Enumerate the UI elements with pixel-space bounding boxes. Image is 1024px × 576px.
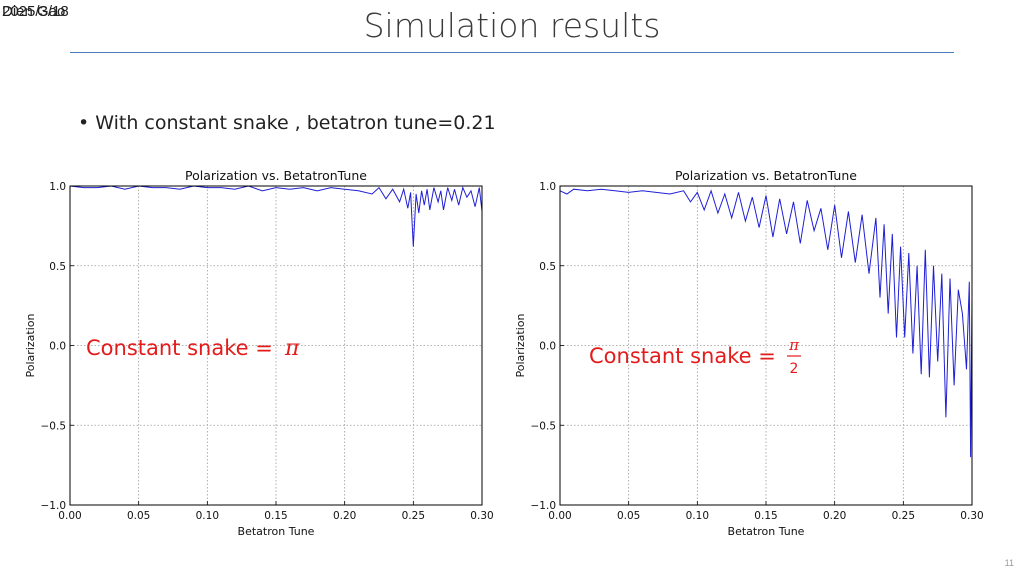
x-axis-label: Betatron Tune [238,525,315,538]
x-tick-label: 0.15 [264,510,287,522]
y-tick-label: −1.0 [531,500,557,512]
x-tick-label: 0.20 [823,510,846,522]
slide-title: Simulation results [363,6,661,45]
bullet-item: • With constant snake , betatron tune=0.2… [78,112,496,134]
x-tick-label: 0.30 [960,510,983,522]
header-date: 2025/3/18 [2,3,69,20]
annotation-denominator: 2 [790,361,799,377]
x-tick-label: 0.05 [127,510,150,522]
chart-left-svg: Polarization vs. BetatronTune 0.00 0.05 0.1… [24,168,494,538]
series-line [69,185,483,247]
x-axis-label: Betatron Tune [728,525,805,538]
y-axis-label: Polarization [514,314,527,378]
plot-frame [559,185,973,506]
annotation-text: Constant snake = [86,336,273,360]
x-tick-label: 0.05 [617,510,640,522]
plot-frame [69,185,483,506]
bullet-text: With constant snake , betatron tune=0.21 [95,112,496,134]
x-tick-label: 0.30 [470,510,493,522]
bullet-marker: • [78,112,90,134]
x-tick-label: 0.10 [196,510,219,522]
x-tick-label: 0.25 [402,510,425,522]
chart-title: Polarization vs. BetatronTune [675,168,857,183]
y-tick-label: 0.5 [49,261,66,273]
y-tick-label: 1.0 [49,181,66,193]
annotation-numerator: π [788,336,800,354]
y-tick-label: 0.0 [49,341,66,353]
x-tick-label: 0.20 [333,510,356,522]
page-number: 11 [1004,558,1014,568]
y-tick-label: 0.5 [539,261,556,273]
x-tick-label: 0.25 [892,510,915,522]
annotation-symbol: π [284,336,300,361]
y-tick-label: 1.0 [539,181,556,193]
chart-right-svg: Polarization vs. BetatronTune 0.00 0.05 0.1… [514,168,984,538]
x-tick-label: 0.00 [58,510,81,522]
series-line [559,188,973,458]
y-tick-label: −1.0 [41,500,67,512]
header-author: Dien Gao [2,3,66,20]
x-tick-label: 0.15 [754,510,777,522]
y-tick-label: 0.0 [539,341,556,353]
x-tick-label: 0.10 [686,510,709,522]
y-tick-label: −0.5 [531,420,557,432]
header-date-overlap: 2025/3/18 Dien Gao [2,3,92,23]
annotation-text: Constant snake = [589,344,776,368]
chart-title: Polarization vs. BetatronTune [185,168,367,183]
title-divider [70,52,954,53]
y-axis-label: Polarization [24,314,37,378]
y-tick-label: −0.5 [41,420,67,432]
chart-left: Polarization vs. BetatronTune 0.00 0.05 0.1… [20,163,495,548]
x-tick-label: 0.00 [548,510,571,522]
chart-right: Polarization vs. BetatronTune 0.00 0.05 0.1… [510,163,985,548]
